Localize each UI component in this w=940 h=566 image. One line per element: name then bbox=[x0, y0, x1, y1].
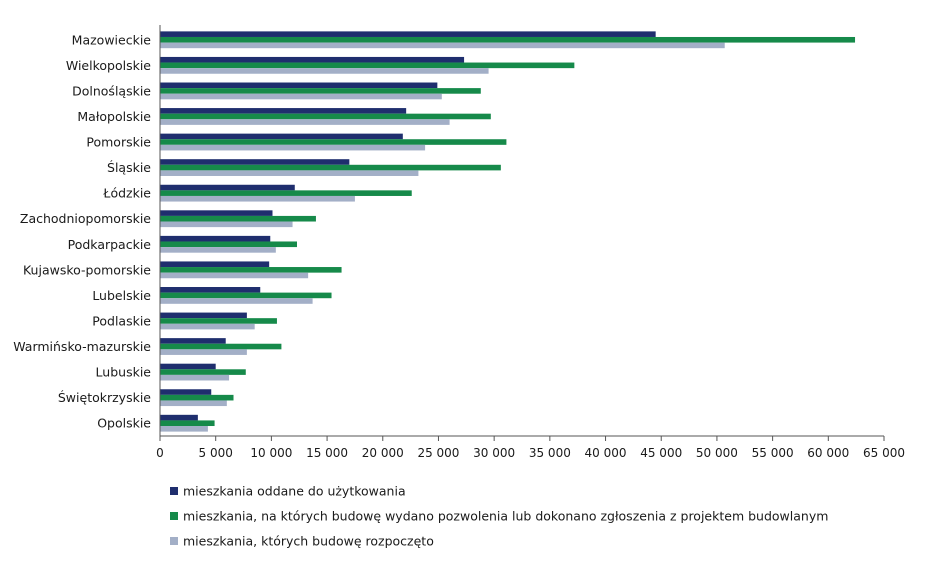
bar-3-12 bbox=[160, 323, 255, 330]
x-tick-label: 25 000 bbox=[417, 446, 459, 460]
bar-3-4 bbox=[160, 119, 450, 125]
bar-1-9 bbox=[160, 235, 271, 242]
bar-1-11 bbox=[160, 287, 261, 293]
bar-2-2 bbox=[160, 62, 575, 69]
legend: mieszkania oddane do użytkowania mieszkan… bbox=[170, 484, 828, 549]
bar-3-2 bbox=[160, 68, 489, 74]
bars-group bbox=[160, 31, 856, 432]
bar-2-6 bbox=[160, 164, 501, 171]
x-tick-label: 0 bbox=[156, 446, 164, 460]
bar-1-3 bbox=[160, 82, 438, 89]
category-label: Lubuskie bbox=[96, 365, 152, 380]
bar-3-1 bbox=[160, 42, 725, 49]
category-label: Pomorskie bbox=[86, 135, 151, 150]
bar-1-15 bbox=[160, 389, 212, 395]
bar-3-13 bbox=[160, 349, 247, 355]
bar-1-4 bbox=[160, 108, 407, 114]
bar-3-16 bbox=[160, 426, 208, 432]
bar-1-2 bbox=[160, 56, 465, 63]
bar-3-11 bbox=[160, 298, 313, 304]
bar-2-16 bbox=[160, 420, 215, 427]
bar-2-10 bbox=[160, 267, 342, 273]
legend-label-3: mieszkania, których budowę rozpoczęto bbox=[183, 534, 434, 549]
x-tick-label: 60 000 bbox=[807, 446, 849, 460]
x-tick-label: 20 000 bbox=[362, 446, 404, 460]
bar-3-8 bbox=[160, 221, 293, 228]
bar-2-12 bbox=[160, 318, 277, 324]
category-label: Podkarpackie bbox=[68, 237, 152, 252]
category-labels: Mazowieckie Wielkopolskie Dolnośląskie Mało… bbox=[13, 32, 151, 430]
bar-2-13 bbox=[160, 343, 282, 350]
bar-2-8 bbox=[160, 215, 316, 222]
bar-1-8 bbox=[160, 210, 273, 216]
bar-1-6 bbox=[160, 159, 350, 165]
category-label: Śląskie bbox=[107, 160, 151, 175]
legend-swatch-1 bbox=[170, 487, 178, 495]
category-label: Zachodniopomorskie bbox=[20, 211, 151, 226]
bar-1-5 bbox=[160, 133, 403, 140]
category-label: Warmińsko-mazurskie bbox=[13, 339, 151, 354]
bar-2-7 bbox=[160, 190, 412, 196]
category-label: Dolnośląskie bbox=[72, 83, 151, 98]
bar-3-9 bbox=[160, 247, 276, 253]
category-label: Kujawsko-pomorskie bbox=[23, 262, 151, 277]
bar-3-7 bbox=[160, 195, 355, 202]
x-tick-label: 55 000 bbox=[752, 446, 794, 460]
bar-2-11 bbox=[160, 292, 332, 299]
category-label: Podlaskie bbox=[92, 313, 151, 328]
x-tick-label: 45 000 bbox=[640, 446, 682, 460]
legend-label-1: mieszkania oddane do użytkowania bbox=[183, 484, 406, 499]
bar-1-10 bbox=[160, 261, 270, 268]
bar-1-13 bbox=[160, 338, 226, 344]
x-tick-label: 65 000 bbox=[863, 446, 905, 460]
x-tick-label: 15 000 bbox=[306, 446, 348, 460]
bar-1-1 bbox=[160, 31, 656, 37]
bar-3-6 bbox=[160, 170, 419, 176]
bar-2-14 bbox=[160, 369, 246, 375]
legend-label-2: mieszkania, na których budowę wydano poz… bbox=[183, 509, 828, 524]
x-tick-label: 10 000 bbox=[250, 446, 292, 460]
category-label: Lubelskie bbox=[92, 288, 151, 303]
x-axis-ticks: 0 5 000 10 000 15 000 20 000 25 000 30 000 35 0… bbox=[156, 436, 905, 460]
bar-3-10 bbox=[160, 272, 309, 279]
bar-2-3 bbox=[160, 88, 481, 94]
bar-3-5 bbox=[160, 144, 426, 151]
x-tick-label: 5 000 bbox=[199, 446, 233, 460]
bar-2-9 bbox=[160, 241, 297, 248]
bar-3-3 bbox=[160, 93, 442, 100]
x-tick-label: 40 000 bbox=[585, 446, 627, 460]
bar-2-5 bbox=[160, 139, 507, 145]
bar-2-15 bbox=[160, 394, 234, 401]
bar-1-14 bbox=[160, 363, 216, 370]
legend-swatch-2 bbox=[170, 512, 178, 520]
x-tick-label: 30 000 bbox=[473, 446, 515, 460]
category-label: Opolskie bbox=[97, 416, 151, 431]
bar-1-16 bbox=[160, 414, 198, 421]
bar-2-4 bbox=[160, 113, 491, 120]
bar-1-7 bbox=[160, 184, 295, 191]
x-tick-label: 35 000 bbox=[529, 446, 571, 460]
category-label: Mazowieckie bbox=[72, 32, 152, 47]
bar-3-15 bbox=[160, 400, 227, 407]
bar-3-14 bbox=[160, 374, 230, 381]
x-tick-label: 50 000 bbox=[696, 446, 738, 460]
category-label: Świętokrzyskie bbox=[58, 390, 151, 405]
category-label: Wielkopolskie bbox=[66, 58, 151, 73]
legend-swatch-3 bbox=[170, 537, 178, 545]
bar-2-1 bbox=[160, 36, 856, 43]
category-label: Małopolskie bbox=[77, 109, 151, 124]
bar-1-12 bbox=[160, 312, 247, 319]
category-label: Łódzkie bbox=[102, 186, 151, 201]
